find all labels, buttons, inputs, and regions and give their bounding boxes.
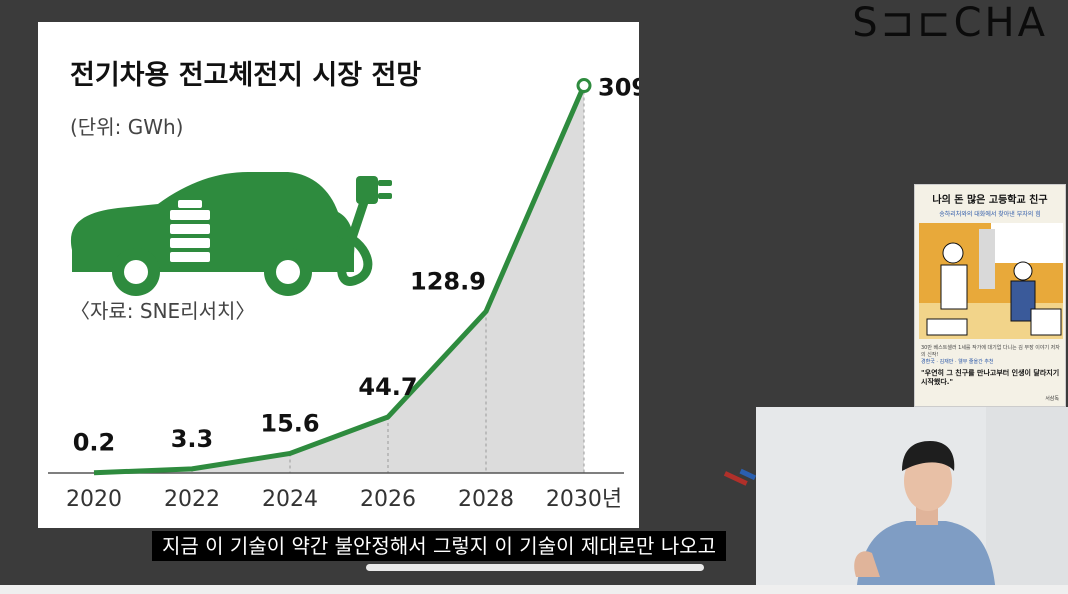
book-subtitle: 송하리처와의 대화에서 찾아낸 부자의 힘 — [939, 211, 1041, 218]
plot-area: 0.2 3.3 15.6 44.7 128.9 309.2 2020 2022 2024 2026… — [48, 74, 639, 512]
book-illustration — [919, 223, 1063, 339]
chart-title: 전기차용 전고체전지 시장 전망 — [70, 60, 421, 91]
x-tick-label-2026: 2026 — [360, 487, 416, 512]
data-label-2024: 15.6 — [260, 409, 319, 437]
player-bottom-strip — [0, 585, 1068, 594]
data-label-2026: 44.7 — [358, 373, 417, 401]
data-label-2020: 0.2 — [73, 429, 116, 457]
channel-logo: S⊐⊏CHA — [852, 0, 1048, 46]
x-tick-label-2024: 2024 — [262, 487, 318, 512]
data-point-2030 — [576, 78, 592, 94]
book-quote: "우연히 그 친구를 만나고부터 인생이 달라지기 시작했다." — [921, 369, 1060, 386]
chart-source: 〈자료: SNE리서치〉 — [70, 299, 255, 323]
book-title: 나의 돈 많은 고등학교 친구 — [932, 195, 1048, 206]
x-tick-label-2020: 2020 — [66, 487, 122, 512]
presenter-webcam — [756, 407, 1068, 594]
chart-slide: 전기차용 전고체전지 시장 전망 (단위: GWh) 〈자료: SNE리서치〉 — [38, 22, 639, 528]
presenter-image — [756, 407, 1068, 594]
chart-canvas: 전기차용 전고체전지 시장 전망 (단위: GWh) 〈자료: SNE리서치〉 — [48, 60, 639, 512]
book-blurb-line: 30만 베스트셀러 1세를 작가에 대기업 다니는 김 부장 이야기 저자의 신… — [921, 345, 1060, 358]
electric-car-plug-icon — [70, 172, 392, 296]
pen-icon — [723, 468, 757, 486]
book-publisher: 서삼독 — [1045, 396, 1059, 402]
series-area — [94, 85, 584, 473]
x-tick-label-2028: 2028 — [458, 487, 514, 512]
x-tick-label-2030: 2030년 — [546, 487, 622, 512]
x-tick-label-2022: 2022 — [164, 487, 220, 512]
book-endorsement: 경환국 · 김재만 · 웰무 줄을간 추천 — [921, 359, 994, 365]
video-progress-bar[interactable] — [366, 564, 704, 571]
data-label-2028: 128.9 — [410, 267, 486, 295]
data-label-2030: 309.2 — [598, 74, 639, 102]
data-label-2022: 3.3 — [171, 425, 214, 453]
book-cover: 나의 돈 많은 고등학교 친구 송하리처와의 대화에서 찾아낸 부자의 힘 30… — [914, 184, 1066, 407]
video-caption: 지금 이 기술이 약간 불안정해서 그렇지 이 기술이 제대로만 나오고 — [152, 531, 727, 561]
series-line — [93, 84, 587, 476]
book-blurb: 30만 베스트셀러 1세를 작가에 대기업 다니는 김 부장 이야기 저자의 신… — [921, 345, 1061, 366]
chart-unit: (단위: GWh) — [70, 115, 183, 139]
